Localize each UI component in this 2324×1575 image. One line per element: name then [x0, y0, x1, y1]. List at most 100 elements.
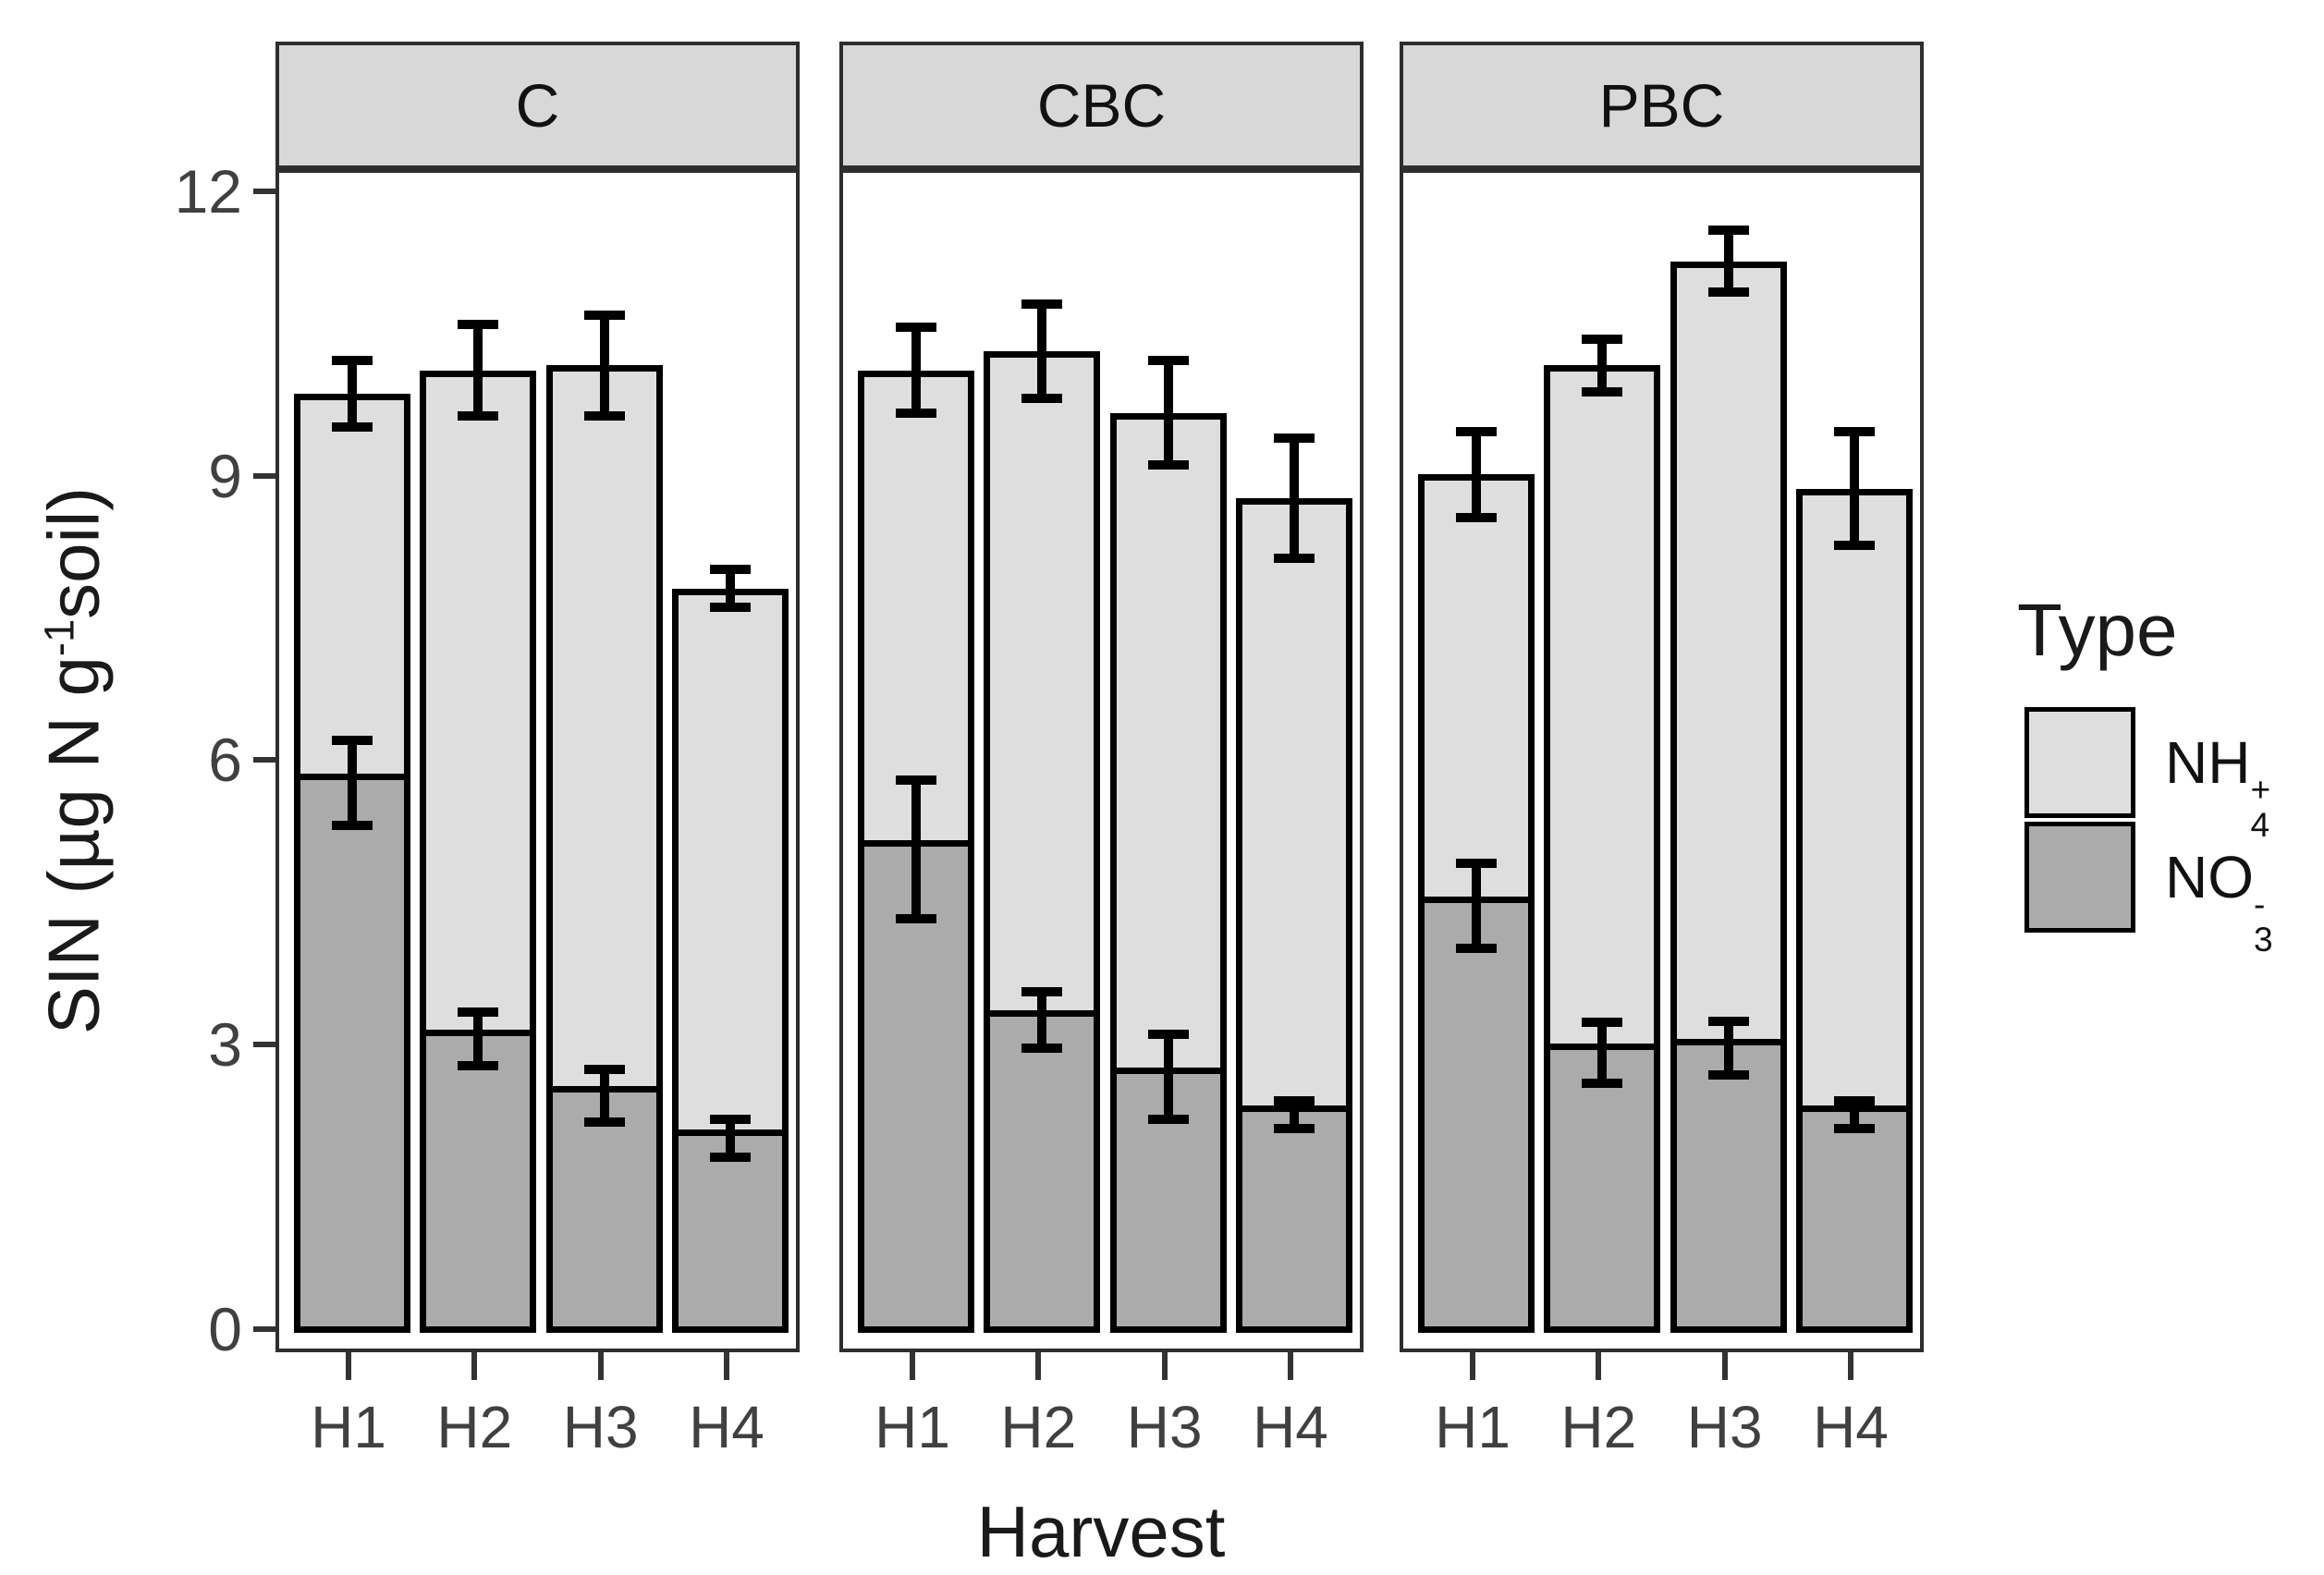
error-bar-cap-top	[458, 1007, 499, 1018]
error-bar-cap-top	[896, 323, 936, 333]
error-bar-cap-bottom	[896, 913, 936, 923]
error-bar-cap-bottom	[583, 410, 625, 421]
x-tick-label: H3	[1686, 1394, 1763, 1460]
error-bar-cap-top	[1582, 334, 1623, 344]
no3-error-bar	[709, 1115, 751, 1163]
stacked-bar	[420, 370, 537, 1333]
error-bar-line	[1597, 338, 1608, 393]
x-tick-mark	[1470, 1352, 1475, 1380]
y-tick-label: 12	[174, 156, 242, 226]
error-bar-line	[725, 569, 735, 608]
error-bar-cap-bottom	[1147, 1115, 1189, 1125]
error-bar-cap-bottom	[1707, 1069, 1749, 1080]
bar-segment-no3	[300, 773, 404, 1326]
legend-label-scripts: +4	[2250, 773, 2270, 841]
x-tick-mark	[1161, 1352, 1168, 1380]
nh4-total-error-bar	[1456, 427, 1497, 522]
error-bar-line	[1163, 360, 1173, 466]
nh4-total-error-bar	[458, 320, 499, 421]
error-bar-cap-top	[583, 311, 625, 321]
y-axis-title-exponent: -1	[35, 618, 83, 657]
error-bar-cap-top	[1147, 1029, 1189, 1039]
no3-error-bar	[1582, 1018, 1623, 1089]
x-tick-mark	[1721, 1352, 1728, 1380]
stacked-bar	[1795, 488, 1913, 1333]
error-bar-cap-top	[1582, 1018, 1623, 1028]
error-bar-line	[1723, 1021, 1733, 1075]
error-bar-line	[348, 739, 357, 826]
facet-label: C	[515, 71, 560, 140]
y-axis-title-suffix: soil)	[32, 486, 115, 619]
error-bar-line	[911, 779, 921, 919]
error-bar-line	[599, 315, 609, 416]
nh4-total-error-bar	[1273, 433, 1315, 563]
x-tick-label: H4	[1813, 1394, 1889, 1460]
nh4-total-error-bar	[1833, 427, 1875, 551]
x-tick-label: H1	[875, 1394, 950, 1460]
legend-label-nh4: NH +4	[2165, 729, 2270, 842]
error-bar-line	[1037, 991, 1047, 1049]
error-bar-line	[725, 1119, 735, 1158]
bar-segment-no3	[1425, 897, 1528, 1326]
error-bar-cap-top	[458, 320, 499, 330]
error-bar-line	[1849, 432, 1859, 546]
bar-segment-no3	[1242, 1105, 1346, 1326]
y-tick-mark	[253, 188, 275, 194]
x-tick-mark	[471, 1352, 478, 1380]
error-bar-cap-bottom	[1273, 1124, 1315, 1134]
error-bar-line	[1289, 1100, 1299, 1129]
error-bar-line	[473, 1012, 483, 1066]
error-bar-cap-top	[1456, 427, 1497, 437]
no3-error-bar	[332, 735, 373, 831]
legend-title: Type	[2017, 589, 2178, 671]
error-bar-cap-bottom	[458, 1060, 499, 1070]
bar-segment-no3	[426, 1029, 531, 1326]
error-bar-cap-bottom	[1456, 944, 1497, 954]
error-bar-line	[1849, 1100, 1859, 1129]
stacked-bar	[545, 365, 663, 1333]
x-tick-mark	[597, 1352, 604, 1380]
facet-panel-body	[1400, 169, 1924, 1352]
stacked-bar	[671, 588, 789, 1333]
error-bar-line	[1472, 432, 1481, 518]
error-bar-cap-bottom	[332, 422, 373, 433]
error-bar-cap-top	[1273, 433, 1315, 444]
facet-label: PBC	[1598, 71, 1725, 140]
x-tick-mark	[1287, 1352, 1293, 1380]
nh4-total-error-bar	[1147, 356, 1189, 470]
x-tick-label: H2	[436, 1394, 513, 1460]
x-tick-mark	[1035, 1352, 1042, 1380]
error-bar-cap-top	[1707, 1017, 1749, 1027]
stacked-bar	[1109, 412, 1227, 1333]
y-tick-mark	[253, 1042, 275, 1048]
error-bar-cap-top	[1147, 356, 1189, 366]
error-bar-cap-bottom	[709, 603, 751, 613]
legend-label-scripts: -3	[2254, 887, 2273, 956]
legend-label-base: NO	[2165, 844, 2254, 910]
error-bar-cap-bottom	[332, 821, 373, 831]
error-bar-cap-bottom	[583, 1117, 625, 1128]
facet-strip: PBC	[1400, 42, 1924, 169]
error-bar-cap-bottom	[896, 408, 936, 418]
x-tick-label: H3	[1126, 1394, 1203, 1460]
error-bar-cap-top	[332, 735, 373, 745]
no3-error-bar	[1021, 986, 1063, 1054]
nh4-total-error-bar	[583, 311, 625, 421]
error-bar-cap-bottom	[709, 1153, 751, 1163]
stacked-bar	[984, 351, 1101, 1333]
error-bar-cap-top	[1833, 1095, 1875, 1105]
y-tick-label: 3	[208, 1010, 242, 1080]
error-bar-cap-top	[1833, 427, 1875, 437]
error-bar-cap-top	[1021, 986, 1063, 996]
no3-error-bar	[896, 775, 936, 923]
error-bar-cap-bottom	[458, 410, 499, 421]
legend-key-nh4	[2024, 707, 2135, 818]
y-tick-label: 0	[208, 1295, 242, 1363]
y-tick-mark	[253, 472, 275, 479]
error-bar-cap-top	[896, 775, 936, 785]
facet-panel-body	[839, 169, 1364, 1352]
stacked-bar	[1670, 261, 1787, 1333]
x-tick-mark	[910, 1352, 915, 1380]
error-bar-cap-top	[583, 1064, 625, 1074]
nh4-total-error-bar	[1021, 299, 1063, 404]
